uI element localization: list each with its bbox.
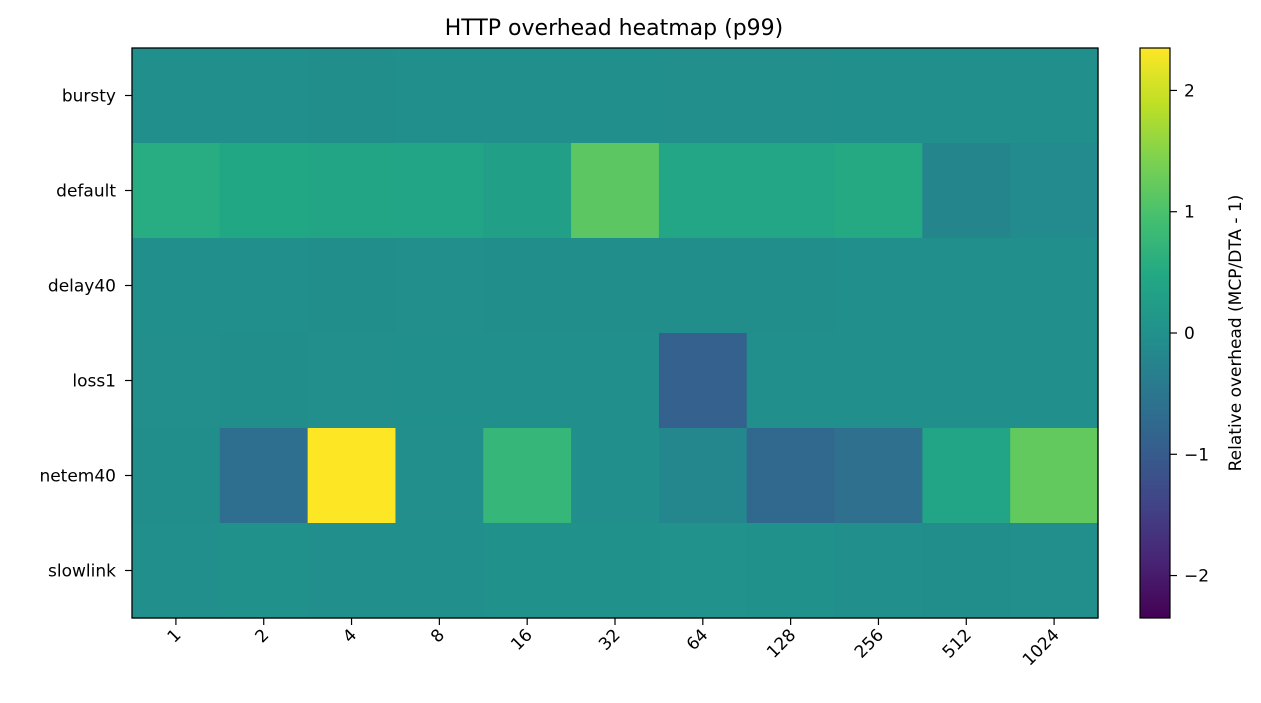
- colorbar: [1139, 47, 1171, 619]
- heatmap-cell-slowlink-32: [571, 523, 660, 619]
- y-tick-label: slowlink: [48, 562, 116, 582]
- y-tick-label: bursty: [62, 87, 116, 107]
- y-tick-label: default: [56, 182, 116, 202]
- heatmap-cell-slowlink-2: [219, 523, 309, 619]
- heatmap-cell-netem40-256: [834, 428, 923, 524]
- heatmap-cell-loss1-16: [483, 333, 572, 429]
- heatmap-cell-delay40-512: [922, 238, 1011, 334]
- heatmap-cell-netem40-8: [395, 428, 484, 524]
- x-tick-label: 1: [164, 625, 186, 647]
- y-tick-label: delay40: [48, 277, 116, 297]
- chart-title: HTTP overhead heatmap (p99): [445, 16, 783, 41]
- heatmap-cell-bursty-2: [219, 48, 309, 144]
- heatmap-cell-delay40-32: [571, 238, 660, 334]
- heatmap-cell-loss1-1024: [1010, 333, 1099, 429]
- y-tick-label: loss1: [72, 372, 116, 392]
- heatmap-cell-netem40-64: [658, 428, 748, 524]
- heatmap-cell-netem40-128: [746, 428, 836, 524]
- heatmap-cell-bursty-8: [395, 48, 484, 144]
- heatmap-cell-bursty-16: [483, 48, 572, 144]
- heatmap-cell-delay40-128: [746, 238, 836, 334]
- heatmap-cell-delay40-8: [395, 238, 484, 334]
- colorbar-tick-label: 0: [1184, 324, 1195, 344]
- x-tick-label: 4: [339, 625, 361, 647]
- heatmap-cell-loss1-32: [571, 333, 660, 429]
- heatmap-cell-default-128: [746, 143, 836, 239]
- x-tick-label: 32: [595, 625, 624, 654]
- x-tick-label: 16: [507, 625, 536, 654]
- heatmap-cell-bursty-4: [307, 48, 397, 144]
- heatmap-cell-default-16: [483, 143, 572, 239]
- heatmap-cell-default-32: [571, 143, 660, 239]
- colorbar-tick-label: −1: [1184, 445, 1209, 465]
- y-tick-label: netem40: [39, 467, 116, 487]
- heatmap-cell-slowlink-1: [132, 523, 221, 619]
- heatmap-cell-slowlink-4: [307, 523, 397, 619]
- heatmap-cell-delay40-256: [834, 238, 923, 334]
- heatmap-cell-loss1-2: [219, 333, 309, 429]
- heatmap-cells: [132, 48, 1099, 619]
- heatmap-cell-default-1024: [1010, 143, 1099, 239]
- heatmap-cell-netem40-4: [307, 428, 397, 524]
- y-axis: bursty default delay40 loss1 netem40 slowlink: [39, 87, 132, 582]
- heatmap-cell-delay40-4: [307, 238, 397, 334]
- heatmap-cell-default-2: [219, 143, 309, 239]
- heatmap-cell-netem40-16: [483, 428, 572, 524]
- heatmap-cell-netem40-1: [132, 428, 221, 524]
- x-tick-label: 2: [251, 625, 273, 647]
- colorbar-tick-label: −2: [1184, 567, 1209, 587]
- heatmap-cell-loss1-1: [132, 333, 221, 429]
- colorbar-tick-label: 1: [1184, 203, 1195, 223]
- x-tick-label: 512: [939, 625, 976, 662]
- heatmap-cell-loss1-64: [658, 333, 748, 429]
- heatmap-cell-loss1-256: [834, 333, 923, 429]
- heatmap-cell-bursty-32: [571, 48, 660, 144]
- heatmap-cell-delay40-2: [219, 238, 309, 334]
- heatmap-cell-delay40-16: [483, 238, 572, 334]
- heatmap-cell-delay40-64: [658, 238, 748, 334]
- colorbar-tick-label: 2: [1184, 81, 1195, 101]
- heatmap-cell-loss1-8: [395, 333, 484, 429]
- heatmap-cell-bursty-256: [834, 48, 923, 144]
- heatmap-cell-netem40-1024: [1010, 428, 1099, 524]
- heatmap-cell-default-1: [132, 143, 221, 239]
- heatmap-cell-loss1-512: [922, 333, 1011, 429]
- x-tick-label: 64: [683, 625, 712, 654]
- heatmap-cell-loss1-128: [746, 333, 836, 429]
- heatmap-cell-bursty-64: [658, 48, 748, 144]
- heatmap-cell-delay40-1: [132, 238, 221, 334]
- x-tick-label: 1024: [1019, 625, 1064, 670]
- heatmap-cell-bursty-1024: [1010, 48, 1099, 144]
- heatmap-cell-slowlink-512: [922, 523, 1011, 619]
- heatmap-cell-loss1-4: [307, 333, 397, 429]
- heatmap-cell-netem40-32: [571, 428, 660, 524]
- heatmap-cell-bursty-128: [746, 48, 836, 144]
- heatmap-cell-slowlink-8: [395, 523, 484, 619]
- colorbar-axis: −2 −1 0 1 2: [1170, 81, 1209, 587]
- heatmap-cell-default-512: [922, 143, 1011, 239]
- heatmap-cell-netem40-2: [219, 428, 309, 524]
- x-tick-label: 8: [427, 625, 449, 647]
- heatmap-cell-default-8: [395, 143, 484, 239]
- heatmap-cell-delay40-1024: [1010, 238, 1099, 334]
- colorbar-label: Relative overhead (MCP/DTA - 1): [1226, 195, 1246, 472]
- heatmap-cell-slowlink-128: [746, 523, 836, 619]
- x-axis: 1 2 4 8 16 32 64 128 256 512 1024: [164, 618, 1064, 670]
- heatmap-cell-default-256: [834, 143, 923, 239]
- x-tick-label: 128: [763, 625, 800, 662]
- heatmap-cell-slowlink-256: [834, 523, 923, 619]
- x-tick-label: 256: [851, 625, 888, 662]
- heatmap-cell-default-64: [658, 143, 748, 239]
- heatmap-cell-bursty-512: [922, 48, 1011, 144]
- heatmap-cell-slowlink-64: [658, 523, 748, 619]
- heatmap-cell-bursty-1: [132, 48, 221, 144]
- heatmap-cell-slowlink-1024: [1010, 523, 1099, 619]
- heatmap-cell-netem40-512: [922, 428, 1011, 524]
- heatmap-cell-default-4: [307, 143, 397, 239]
- heatmap-cell-slowlink-16: [483, 523, 572, 619]
